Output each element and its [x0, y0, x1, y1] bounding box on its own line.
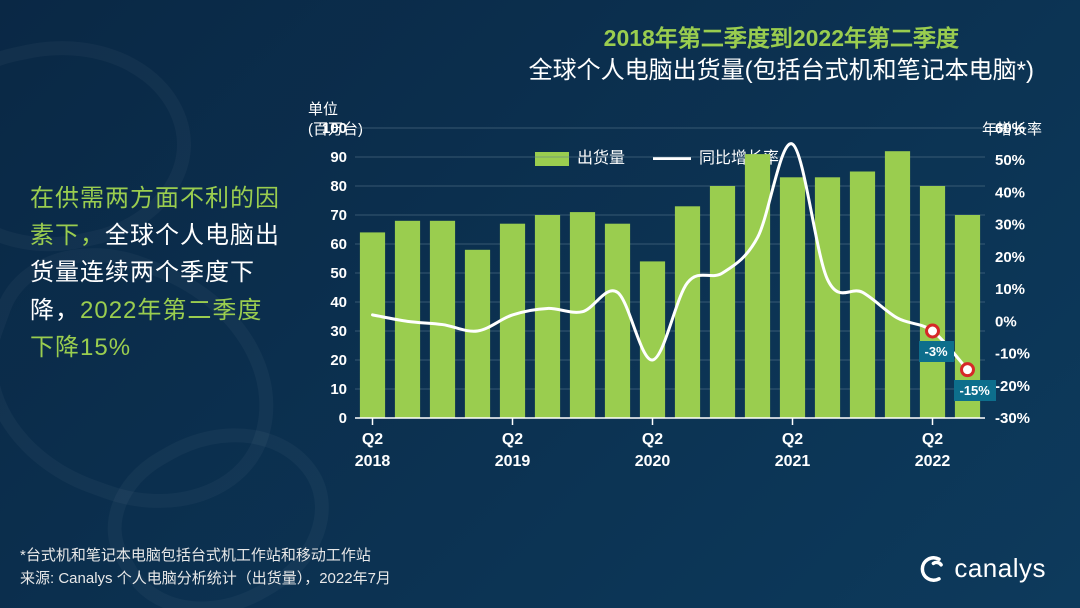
svg-text:10%: 10% — [995, 281, 1025, 298]
svg-text:60: 60 — [330, 236, 347, 253]
svg-text:60%: 60% — [995, 120, 1025, 137]
chart-title: 2018年第二季度到2022年第二季度 全球个人电脑出货量(包括台式机和笔记本电… — [529, 22, 1034, 88]
svg-text:0: 0 — [339, 410, 347, 427]
canalys-logo: canalys — [918, 553, 1046, 584]
footnote-line1: *台式机和笔记本电脑包括台式机工作站和移动工作站 — [20, 545, 391, 568]
svg-text:2020: 2020 — [635, 453, 671, 470]
footnote-line2: 来源: Canalys 个人电脑分析统计（出货量），2022年7月 — [20, 568, 391, 591]
svg-text:50: 50 — [330, 265, 347, 282]
svg-text:-10%: -10% — [995, 346, 1030, 363]
svg-text:20%: 20% — [995, 249, 1025, 266]
svg-text:90: 90 — [330, 149, 347, 166]
svg-text:100: 100 — [322, 120, 347, 137]
combo-chart: 0 10 20 30 40 50 60 70 80 90 100 -30% -20% -10% 0% 10% 2… — [300, 108, 1045, 503]
title-line1: 2018年第二季度到2022年第二季度 — [529, 22, 1034, 54]
svg-text:40%: 40% — [995, 184, 1025, 201]
data-callout: -15% — [954, 380, 996, 401]
svg-text:40: 40 — [330, 294, 347, 311]
svg-text:70: 70 — [330, 207, 347, 224]
data-callout: -3% — [919, 341, 954, 362]
footnote: *台式机和笔记本电脑包括台式机工作站和移动工作站 来源: Canalys 个人电… — [20, 545, 391, 590]
svg-text:80: 80 — [330, 178, 347, 195]
svg-text:-30%: -30% — [995, 410, 1030, 427]
svg-text:Q2: Q2 — [642, 431, 663, 448]
svg-text:2022: 2022 — [915, 453, 951, 470]
svg-text:30%: 30% — [995, 217, 1025, 234]
summary-text: 在供需两方面不利的因素下，全球个人电脑出货量连续两个季度下降，2022年第二季度… — [30, 180, 285, 366]
svg-text:-20%: -20% — [995, 378, 1030, 395]
canalys-logo-text: canalys — [954, 553, 1046, 584]
svg-text:2018: 2018 — [355, 453, 391, 470]
svg-text:Q2: Q2 — [922, 431, 943, 448]
svg-text:Q2: Q2 — [362, 431, 383, 448]
svg-text:2019: 2019 — [495, 453, 531, 470]
svg-text:Q2: Q2 — [502, 431, 523, 448]
canalys-logo-icon — [918, 555, 946, 583]
svg-text:30: 30 — [330, 323, 347, 340]
svg-text:0%: 0% — [995, 313, 1017, 330]
title-line2: 全球个人电脑出货量(包括台式机和笔记本电脑*) — [529, 54, 1034, 88]
svg-text:2021: 2021 — [775, 453, 811, 470]
svg-text:10: 10 — [330, 381, 347, 398]
svg-text:Q2: Q2 — [782, 431, 803, 448]
svg-text:20: 20 — [330, 352, 347, 369]
svg-text:50%: 50% — [995, 152, 1025, 169]
